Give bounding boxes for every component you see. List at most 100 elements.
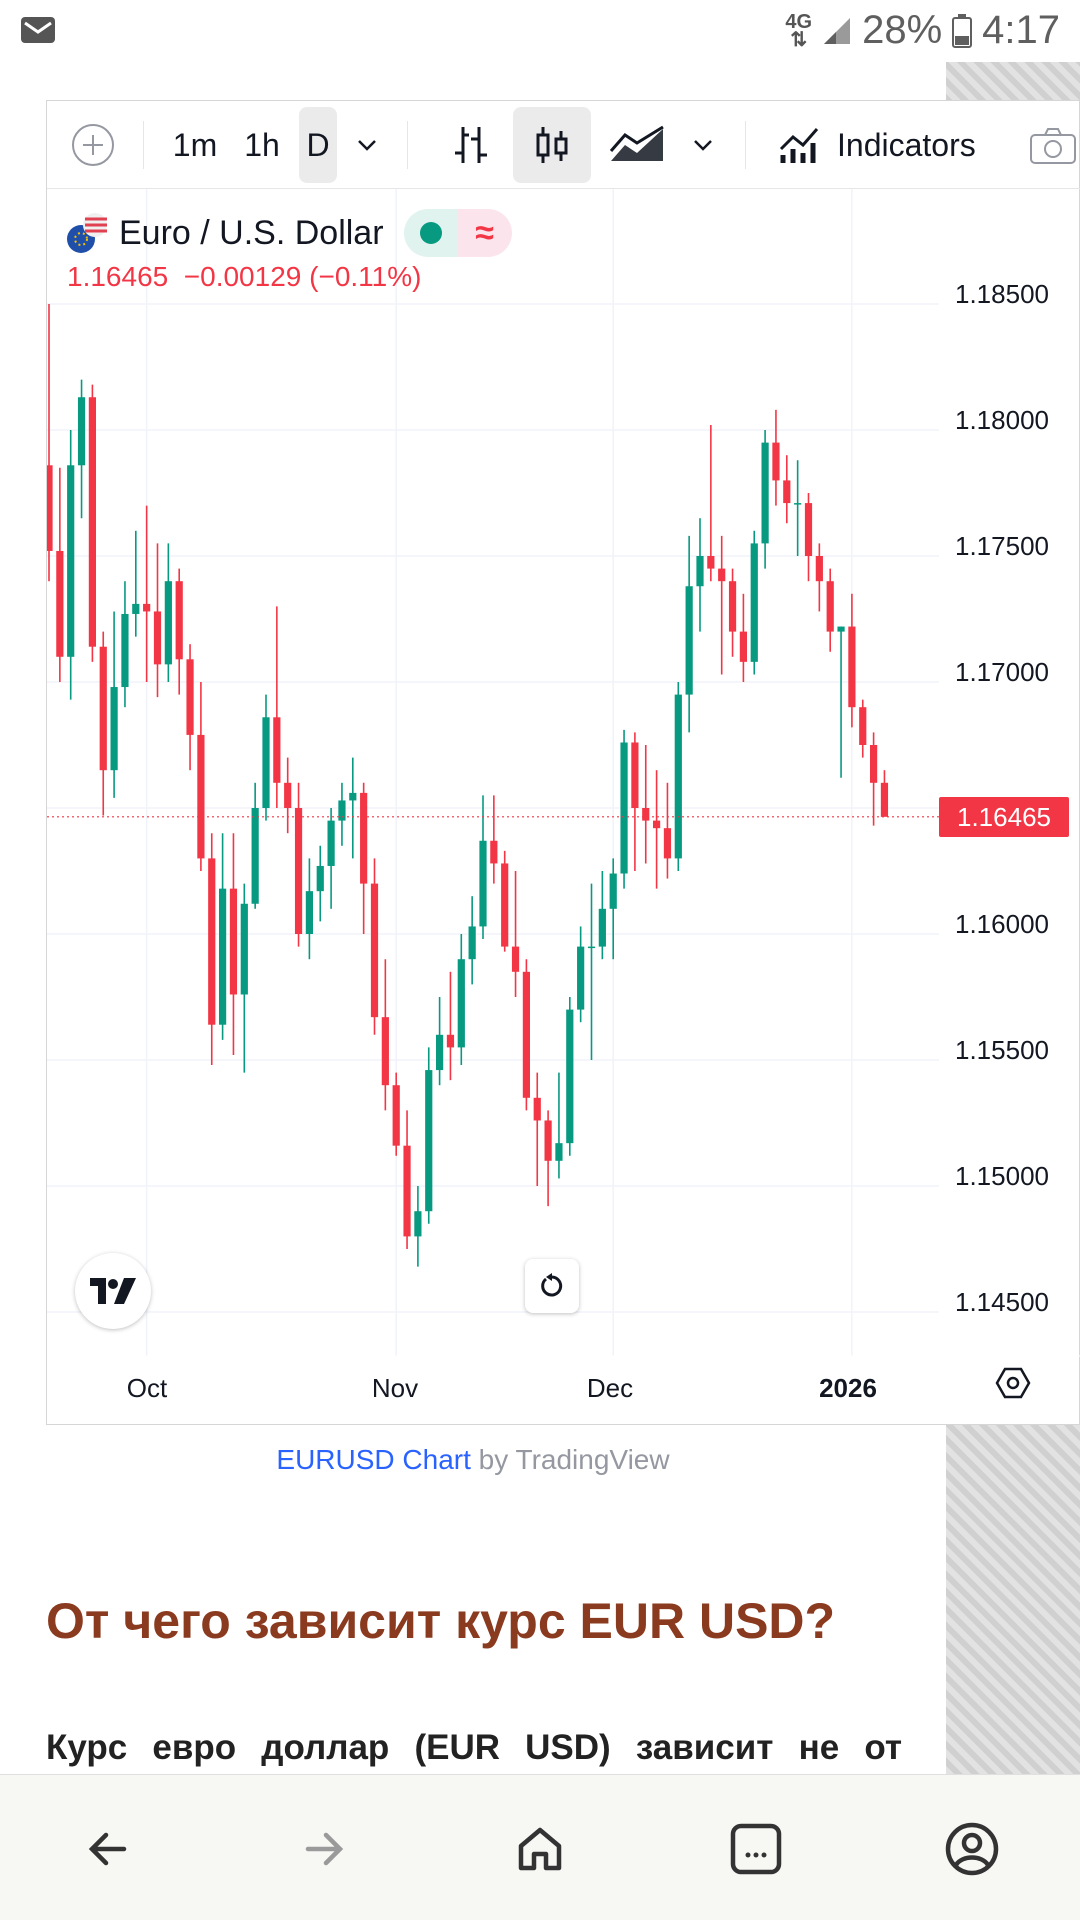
approx-data-icon: ≈ xyxy=(457,209,512,257)
y-axis-label: 1.18000 xyxy=(955,405,1049,435)
chevron-down-icon xyxy=(694,140,712,151)
forward-button[interactable] xyxy=(294,1819,354,1879)
candle-body-up xyxy=(251,808,259,904)
candle-body-up xyxy=(837,626,845,632)
candle-body-up xyxy=(262,717,270,808)
back-button[interactable] xyxy=(78,1819,138,1879)
candle-body-down xyxy=(197,734,205,859)
candle-body-up xyxy=(425,1070,433,1212)
network-type: 4G ⇅ xyxy=(785,10,813,51)
x-axis-label: 2026 xyxy=(819,1373,877,1403)
indicators-icon xyxy=(779,128,819,163)
last-price: 1.16465 xyxy=(67,261,169,292)
candle-body-down xyxy=(870,745,878,783)
interval-1h-button[interactable]: 1h xyxy=(244,126,280,163)
market-open-dot-icon xyxy=(403,209,458,257)
candle-body-down xyxy=(728,581,737,632)
interval-dropdown-button[interactable] xyxy=(347,101,387,189)
candle-body-up xyxy=(305,891,313,934)
candle-body-up xyxy=(750,543,758,662)
reset-chart-button[interactable] xyxy=(525,1259,579,1313)
candle-body-down xyxy=(186,659,194,735)
candle-body-down xyxy=(815,556,823,582)
candles-chart-type-button[interactable] xyxy=(513,107,591,183)
bar-chart-type-button[interactable] xyxy=(437,101,505,189)
indicators-button[interactable]: Indicators xyxy=(777,101,1037,189)
candle-body-down xyxy=(631,742,639,808)
snapshot-button[interactable] xyxy=(1025,101,1080,189)
candle-body-down xyxy=(294,808,303,934)
battery-percent: 28% xyxy=(862,8,943,52)
eur-usd-flag-icon xyxy=(67,213,107,253)
candle-body-down xyxy=(360,792,368,884)
x-axis-label: Dec xyxy=(586,1373,634,1403)
candle-body-up xyxy=(327,820,335,866)
eurusd-chart-link[interactable]: EURUSD Chart xyxy=(276,1444,471,1475)
x-axis-label: Oct xyxy=(126,1373,168,1403)
candle-body-down xyxy=(653,820,661,829)
candle-body-up xyxy=(685,586,693,695)
candle-body-down xyxy=(544,1120,552,1161)
candle-body-down xyxy=(56,550,64,657)
candle-body-down xyxy=(783,480,791,504)
symbol-legend[interactable]: Euro / U.S. Dollar ≈ xyxy=(65,209,512,257)
candle-body-down xyxy=(859,707,867,745)
market-status-pill[interactable]: ≈ xyxy=(403,209,512,257)
candle-body-up xyxy=(338,800,346,821)
price-chart[interactable] xyxy=(47,101,1080,1426)
chart-type-dropdown-button[interactable] xyxy=(683,101,723,189)
candle-body-up xyxy=(620,742,628,874)
tradingview-widget: 1m 1h D Indicators Euro / U.S. Dollar xyxy=(46,100,1080,1425)
arrow-right-icon xyxy=(305,1832,344,1866)
profile-button[interactable] xyxy=(942,1819,1002,1879)
tradingview-logo-icon xyxy=(90,1278,136,1304)
candle-body-up xyxy=(696,556,704,587)
browser-nav-bar xyxy=(0,1774,1080,1920)
candle-body-up xyxy=(316,865,324,892)
candle-body-down xyxy=(501,863,509,947)
candle-body-up xyxy=(110,687,118,771)
home-button[interactable] xyxy=(510,1819,570,1879)
camera-icon xyxy=(1030,128,1076,164)
y-axis-label: 1.15500 xyxy=(955,1035,1049,1065)
mail-notification-icon xyxy=(20,14,56,51)
candle-body-up xyxy=(414,1211,422,1237)
toolbar-divider xyxy=(745,121,746,169)
candle-body-up xyxy=(609,873,617,909)
last-price-tag: 1.16465 xyxy=(939,797,1069,837)
account-icon xyxy=(945,1822,999,1876)
clock: 4:17 xyxy=(982,8,1060,52)
chevron-down-icon xyxy=(358,140,376,151)
add-symbol-button[interactable] xyxy=(65,101,121,189)
candle-body-down xyxy=(490,840,498,864)
reset-icon xyxy=(541,1273,563,1297)
chart-settings-button[interactable] xyxy=(989,1359,1037,1407)
interval-1m-button[interactable]: 1m xyxy=(172,126,218,163)
candle-body-up xyxy=(479,840,487,927)
home-icon xyxy=(518,1827,562,1871)
candle-body-up xyxy=(457,959,465,1048)
battery-icon xyxy=(952,13,973,48)
candle-body-down xyxy=(804,503,813,556)
article-paragraph: Курс евро доллар (EUR USD) зависит не от xyxy=(46,1728,902,1767)
candle-body-down xyxy=(47,465,53,551)
y-axis-label: 1.18500 xyxy=(955,279,1049,309)
y-axis-label: 1.15000 xyxy=(955,1161,1049,1191)
candle-body-down xyxy=(143,603,151,612)
candle-body-up xyxy=(761,442,769,544)
candle-body-up xyxy=(577,946,585,1010)
toolbar-divider xyxy=(143,121,144,169)
candle-body-down xyxy=(533,1097,541,1121)
x-axis-label: Nov xyxy=(371,1373,419,1403)
interval-d-button[interactable]: D xyxy=(299,107,337,183)
y-axis-label: 1.17000 xyxy=(955,657,1049,687)
y-axis-label: 1.14500 xyxy=(955,1287,1049,1317)
candle-body-up xyxy=(219,888,227,1025)
symbol-name: Euro / U.S. Dollar xyxy=(119,213,384,252)
chart-attribution: EURUSD Chart by TradingView xyxy=(0,1444,946,1476)
area-chart-type-button[interactable] xyxy=(605,101,671,189)
candle-body-down xyxy=(826,581,834,632)
bars-icon xyxy=(455,127,487,163)
tradingview-logo[interactable] xyxy=(75,1253,151,1329)
tabs-button[interactable] xyxy=(726,1819,786,1879)
